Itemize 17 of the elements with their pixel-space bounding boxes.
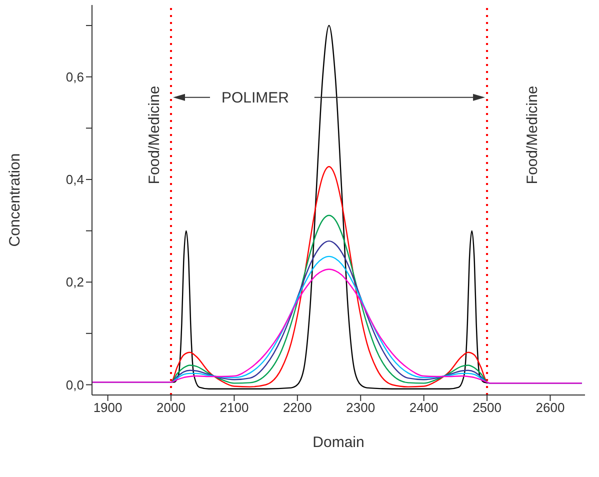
y-tick-label: 0,0: [66, 377, 84, 392]
y-tick-label: 0,4: [66, 172, 84, 188]
x-tick-label: 2000: [156, 400, 186, 416]
x-tick-label: 2400: [409, 400, 438, 416]
x-tick-label: 2600: [536, 400, 565, 416]
x-tick-label: 2300: [346, 400, 376, 416]
x-tick-label: 2200: [282, 400, 312, 416]
x-tick-label: 2100: [220, 400, 249, 416]
y-tick-label: 0,6: [66, 69, 84, 84]
y-tick-label: 0,2: [66, 274, 84, 290]
ref-line-label: Food/Medicine: [524, 86, 542, 184]
x-axis-title: Domain: [312, 434, 364, 451]
x-tick-label: 2500: [472, 400, 502, 416]
annotation: POLIMER: [221, 89, 290, 106]
y-axis-title: Concentration: [6, 153, 24, 247]
ref-line-label: Food/Medicine: [146, 86, 164, 184]
x-tick-label: 1900: [93, 400, 122, 416]
